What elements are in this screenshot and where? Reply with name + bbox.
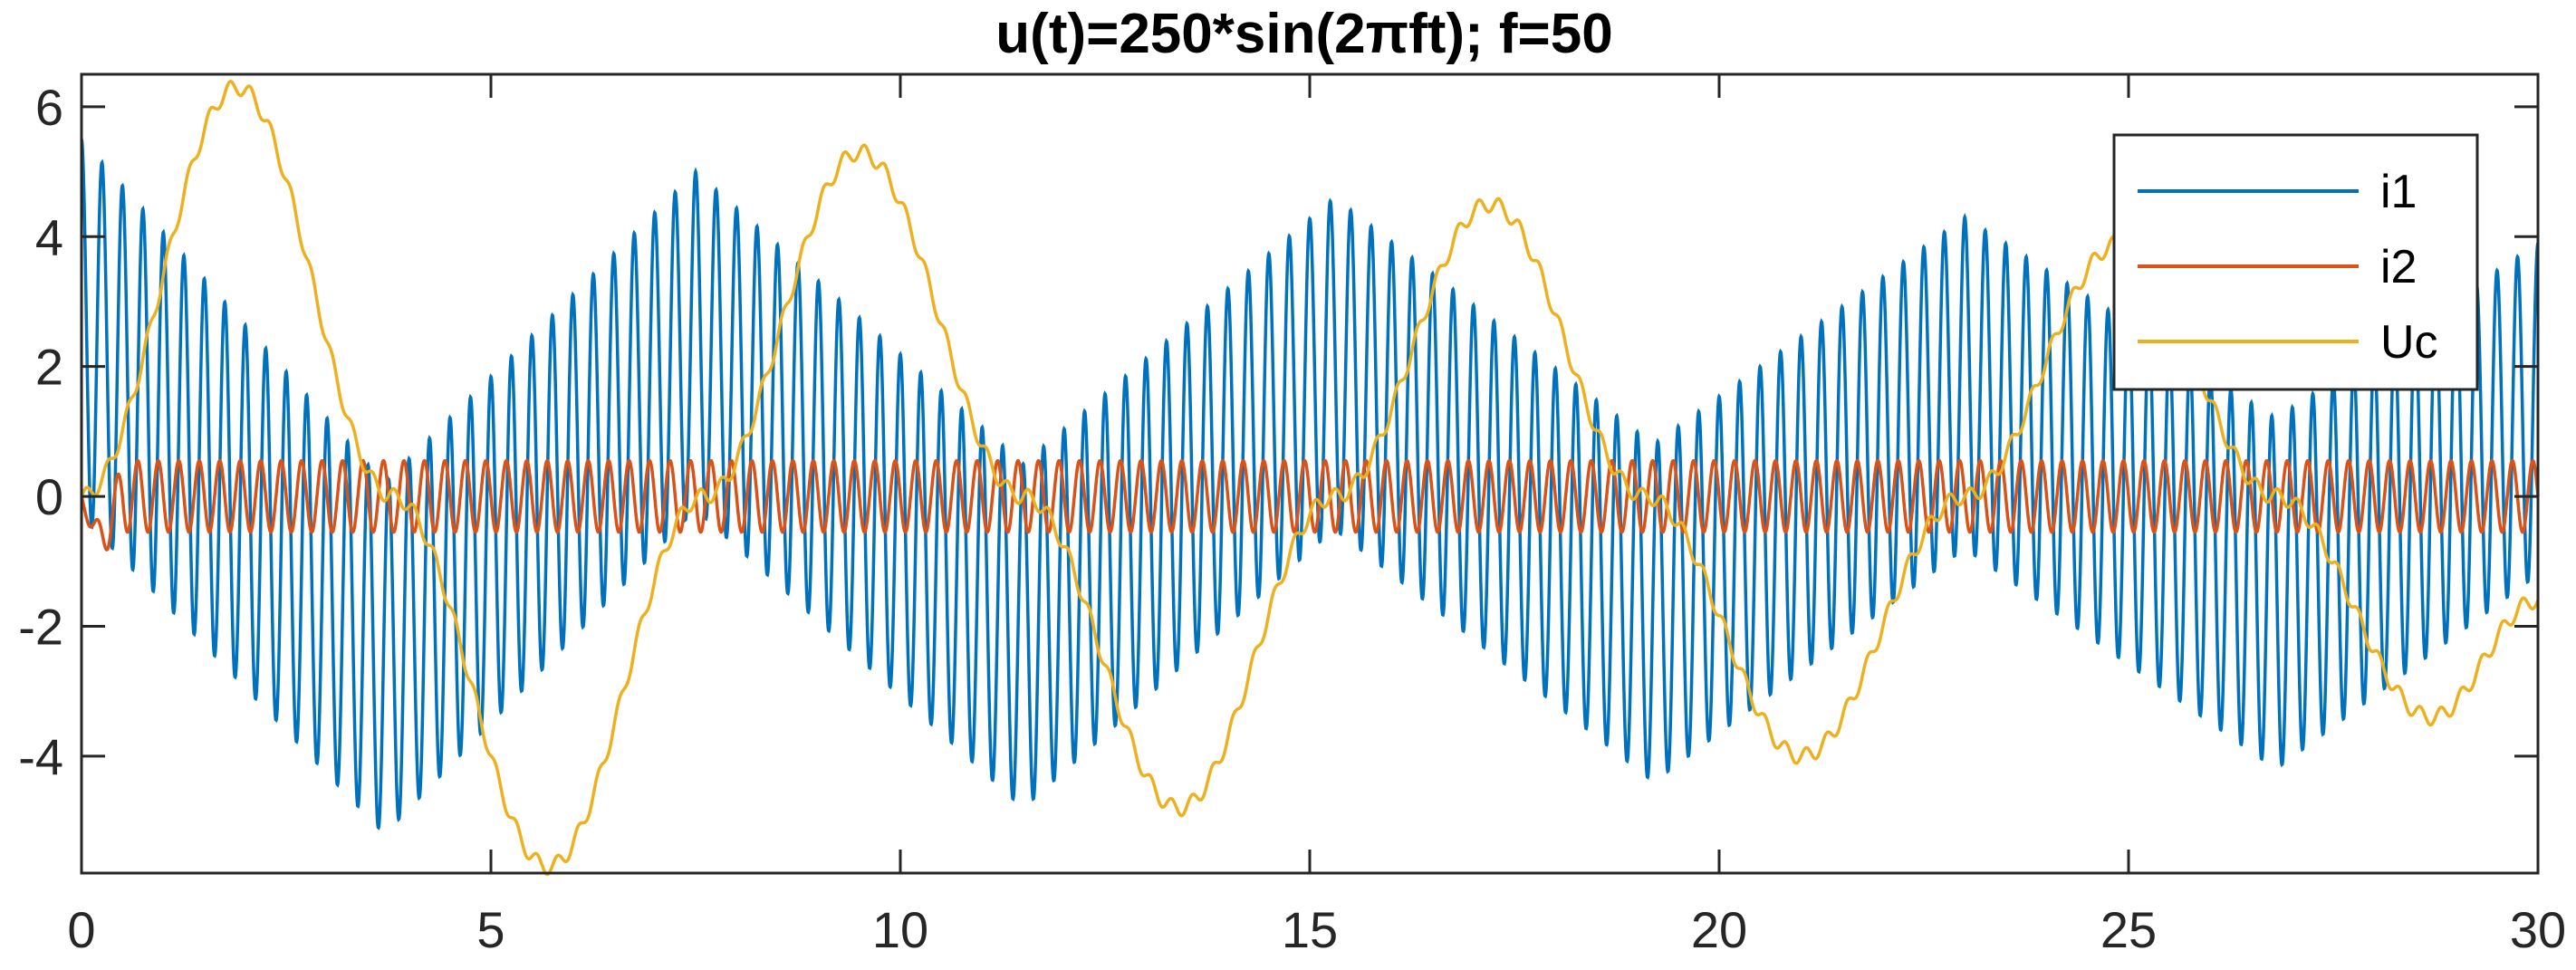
y-tick-label: -4 xyxy=(18,728,63,785)
series-i2-line xyxy=(80,458,2540,552)
x-tick-label: 15 xyxy=(1282,901,1338,958)
x-tick-label: 5 xyxy=(476,901,505,958)
y-tick-label: 6 xyxy=(35,79,63,136)
legend: i1 i2 Uc xyxy=(2112,133,2479,391)
legend-label-uc: Uc xyxy=(2380,316,2438,369)
y-tick-label: -2 xyxy=(18,599,63,656)
chart-title: u(t)=250*sin(2πft); f=50 xyxy=(995,3,1612,65)
x-tick-label: 30 xyxy=(2510,901,2566,958)
legend-box xyxy=(2112,133,2479,391)
x-tick-label: 0 xyxy=(67,901,95,958)
y-tick-label: 4 xyxy=(35,208,63,265)
legend-label-i1: i1 xyxy=(2380,166,2417,218)
x-tick-label: 25 xyxy=(2100,901,2157,958)
legend-label-i2: i2 xyxy=(2380,241,2417,293)
x-tick-label: 10 xyxy=(872,901,928,958)
y-tick-label: 0 xyxy=(35,468,63,525)
y-tick-label: 2 xyxy=(35,339,63,396)
axis-ticks: 0 5 10 15 20 25 30 -4 -2 0 2 4 6 xyxy=(18,74,2566,958)
x-tick-label: 20 xyxy=(1691,901,1747,958)
